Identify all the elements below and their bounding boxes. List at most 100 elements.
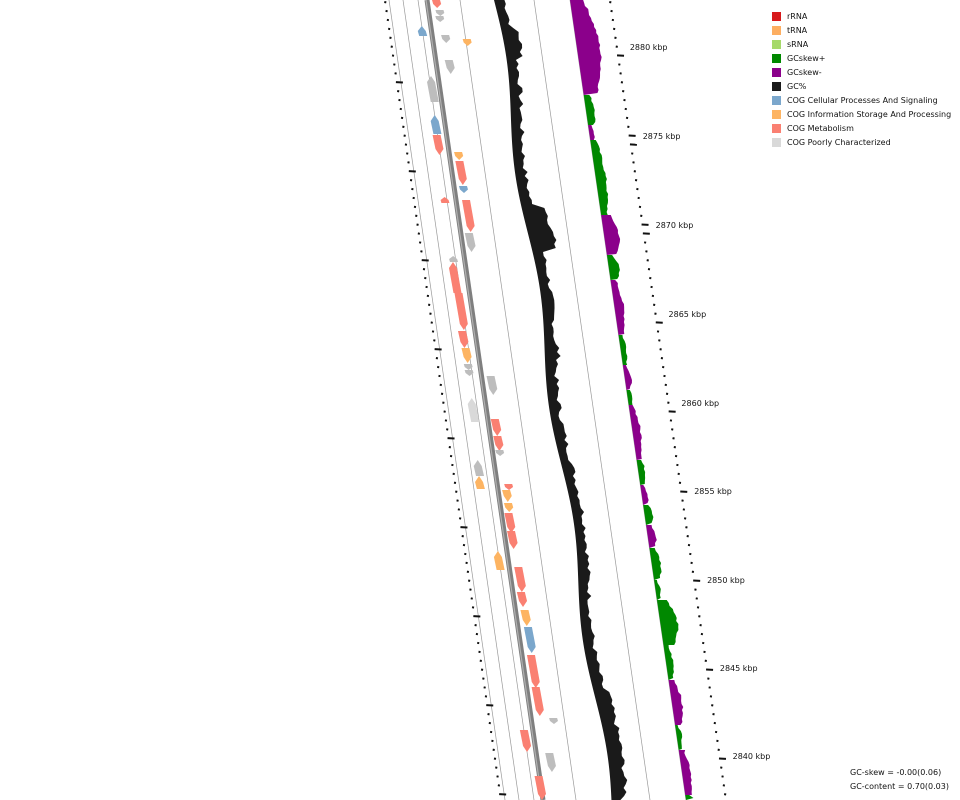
legend-label: GC% [787,81,807,91]
track-line [533,0,651,800]
legend-item-trna: tRNA [772,23,951,37]
legend-item-rrna: rRNA [772,9,951,23]
legend-label: COG Metabolism [787,123,854,133]
gene-feature [502,490,512,502]
gene-feature [519,730,532,752]
gc-skew-segment [610,280,625,335]
track-line [459,0,577,800]
kbp-label: 2870 kbp [656,221,694,230]
gene-feature [549,718,558,724]
gene-feature [490,419,502,436]
gc-skew-segment [668,680,684,725]
legend-swatch [772,95,781,105]
track-line [388,0,506,800]
gene-feature [462,200,475,232]
gene-feature [454,293,468,330]
gene-feature [444,60,455,74]
backbone-highlight [425,0,543,800]
legend-item-cog-information: COG Information Storage And Processing [772,107,951,121]
gene-feature [427,76,439,102]
gc-skew-segment [657,600,679,645]
gc-skew-segment [685,795,694,800]
genome-stats: GC-skew = -0.00(0.06) GC-content = 0.70(… [850,766,949,794]
legend-item-gcskew-pos: GCskew+ [772,51,951,65]
gene-feature [523,627,536,653]
gene-feature [493,436,504,451]
legend-label: COG Poorly Characterized [787,137,891,147]
gene-feature [455,161,467,185]
gene-feature [435,10,445,16]
legend-item-gcskew-neg: GCskew- [772,65,951,79]
gene-feature [440,197,450,203]
gene-feature [545,753,556,772]
gene-feature [435,16,445,22]
gene-feature [430,115,442,134]
gc-skew-segment [649,548,662,580]
gc-content-stat: GC-content = 0.70(0.03) [850,782,949,791]
legend-label: COG Cellular Processes And Signaling [787,95,938,105]
legend-label: tRNA [787,25,808,35]
gene-feature [467,398,480,422]
legend-swatch [772,137,781,147]
inner-tick-ruler [384,1,507,796]
gene-feature [473,460,485,476]
gene-feature [520,610,531,626]
legend-label: GCskew+ [787,53,826,63]
gene-feature [526,655,540,688]
legend-item-srna: sRNA [772,37,951,51]
gene-features [417,0,558,800]
gene-feature [504,513,516,533]
gc-skew-segment [643,505,654,525]
gc-skew-segment [636,460,646,485]
kbp-label: 2860 kbp [681,399,719,408]
gc-skew-stat: GC-skew = -0.00(0.06) [850,768,942,777]
backbone-line [424,0,546,800]
gene-feature [449,256,458,262]
gc-skew-segment [678,750,692,795]
gc-skew-segment [654,580,661,600]
gc-skew-segment [663,645,674,680]
legend-swatch [772,39,781,49]
gene-feature [462,39,472,46]
genome-backbone [424,0,546,800]
legend-item-cog-metabolism: COG Metabolism [772,121,951,135]
gc-skew-segment [570,0,602,95]
gene-feature [461,348,472,363]
gc-skew-segment [622,365,632,390]
gene-feature [458,186,468,193]
legend-label: GCskew- [787,67,822,77]
kbp-label: 2865 kbp [669,310,707,319]
legend-swatch [772,53,781,63]
gc-content-profile [494,0,628,800]
gene-feature [432,0,442,8]
outer-tick-ruler [609,1,727,796]
gene-feature [464,370,474,376]
legend-label: COG Information Storage And Processing [787,109,952,119]
legend-swatch [772,109,781,119]
legend-item-cog-poorly: COG Poorly Characterized [772,135,951,149]
gc-skew-segment [601,215,621,255]
gene-feature [463,364,473,370]
gene-feature [454,152,464,160]
kbp-label: 2855 kbp [694,487,732,496]
gene-feature [516,592,528,607]
gc-content-track [494,0,628,800]
gc-skew-segment [646,525,657,548]
gc-skew-segment [628,405,642,460]
legend-label: rRNA [787,11,808,21]
gene-feature [514,567,526,592]
legend-swatch [772,123,781,133]
track-line [402,0,520,800]
gc-skew-segment [675,725,683,750]
gc-skew-segment [590,140,609,215]
legend-item-cog-cellular: COG Cellular Processes And Signaling [772,93,951,107]
kbp-label: 2845 kbp [720,664,758,673]
gene-feature [417,26,428,36]
legend-swatch [772,81,781,91]
legend: rRNA tRNA sRNA GCskew+ GCskew- GC% COG C… [772,9,951,149]
kbp-label: 2840 kbp [733,752,771,761]
gc-skew-segment [583,95,596,125]
gene-feature [457,331,469,348]
legend-item-gc-percent: GC% [772,79,951,93]
gc-skew-segment [626,390,633,405]
